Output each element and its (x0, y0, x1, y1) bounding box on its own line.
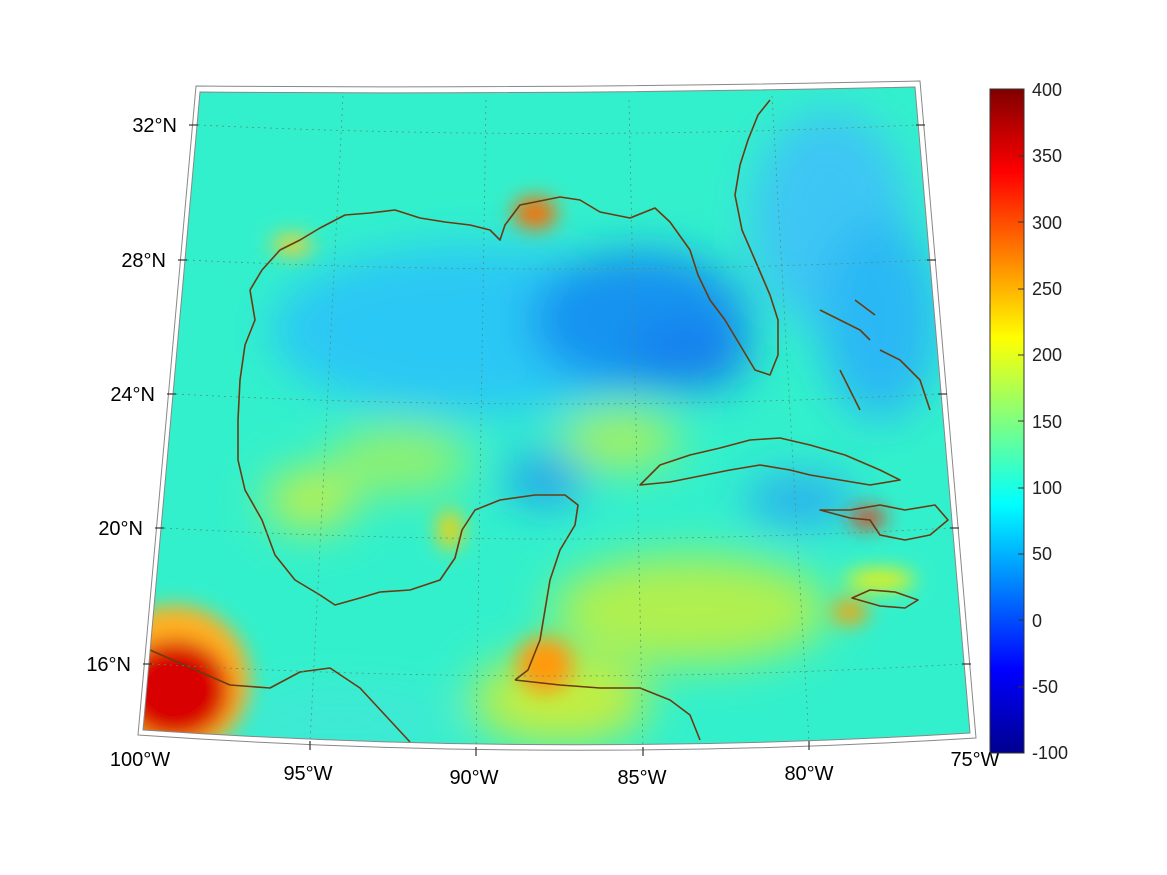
cb-label: 250 (1032, 279, 1062, 299)
cb-label: 150 (1032, 412, 1062, 432)
field-low-bahamas (820, 220, 940, 420)
lon-label: 75°W (950, 749, 999, 771)
meridian-90w (475, 99, 487, 745)
field-warm-caribbean (550, 555, 830, 665)
hotspot-jamaica-north (845, 570, 915, 590)
cb-label: 50 (1032, 544, 1052, 564)
field-low-sw-pacific (230, 690, 450, 745)
cb-label: 400 (1032, 80, 1062, 100)
field-low-cuba-south (745, 475, 855, 525)
hotspot-texas (272, 235, 312, 255)
field-warm-south-gulf (330, 425, 470, 495)
hotspot-haiti (850, 509, 886, 527)
lat-label: 24°N (110, 384, 155, 406)
latitude-labels: 16°N 20°N 24°N 28°N 32°N (86, 115, 177, 676)
cb-label: -100 (1032, 743, 1068, 763)
lon-label: 95°W (283, 763, 332, 785)
parallel-24n (175, 393, 939, 405)
cb-label: 350 (1032, 146, 1062, 166)
longitude-labels: 100°W 95°W 90°W 85°W 80°W 75°W (110, 749, 1000, 789)
mexico-gulf-coast (237, 289, 579, 681)
parallel-20n (163, 527, 951, 540)
field-low-yucatan (505, 455, 585, 505)
cb-label: 300 (1032, 213, 1062, 233)
field-warm-central-am (470, 655, 650, 745)
lat-label: 28°N (121, 250, 166, 272)
us-gulf-coast (249, 99, 779, 376)
field-low-fl-coast (630, 320, 750, 390)
bahamas-coast (819, 299, 931, 411)
cb-label: -50 (1032, 677, 1058, 697)
hispaniola-coast (819, 504, 949, 541)
lat-label: 20°N (98, 518, 143, 540)
map-frame-outer (137, 80, 977, 751)
coastlines (149, 99, 949, 743)
colorbar-ticks (1018, 155, 1024, 688)
cb-label: 0 (1032, 611, 1042, 631)
hotspot-campeche (438, 510, 462, 550)
pacific-coast (149, 649, 411, 743)
frame-ticks (143, 124, 971, 756)
lat-label: 16°N (86, 654, 131, 676)
hotspot-jamaica (832, 600, 868, 624)
lat-label: 32°N (132, 115, 177, 137)
lon-label: 85°W (617, 767, 666, 789)
map-frame-inner (142, 86, 971, 746)
lon-label: 90°W (449, 767, 498, 789)
parallel-32n (197, 124, 917, 134)
cuba-coast (639, 437, 901, 486)
jamaica-coast (851, 589, 919, 609)
colorbar-labels: 400 350 300 250 200 150 100 50 0 -50 -10… (1032, 80, 1068, 763)
central-america-coast (514, 679, 701, 741)
field-warm-yucatan-north (560, 410, 680, 470)
cb-label: 200 (1032, 345, 1062, 365)
hotspot-sw-core (143, 640, 230, 740)
lon-label: 100°W (110, 749, 170, 771)
data-field (143, 87, 970, 745)
map-panel (137, 80, 977, 756)
cb-label: 100 (1032, 478, 1062, 498)
lon-label: 80°W (784, 763, 833, 785)
hotspot-belize (517, 637, 573, 693)
field-warm-west-gulf (265, 470, 355, 530)
meridian-85w (628, 99, 644, 745)
graticule (151, 95, 963, 745)
colorbar: 400 350 300 250 200 150 100 50 0 -50 -10… (989, 80, 1068, 763)
